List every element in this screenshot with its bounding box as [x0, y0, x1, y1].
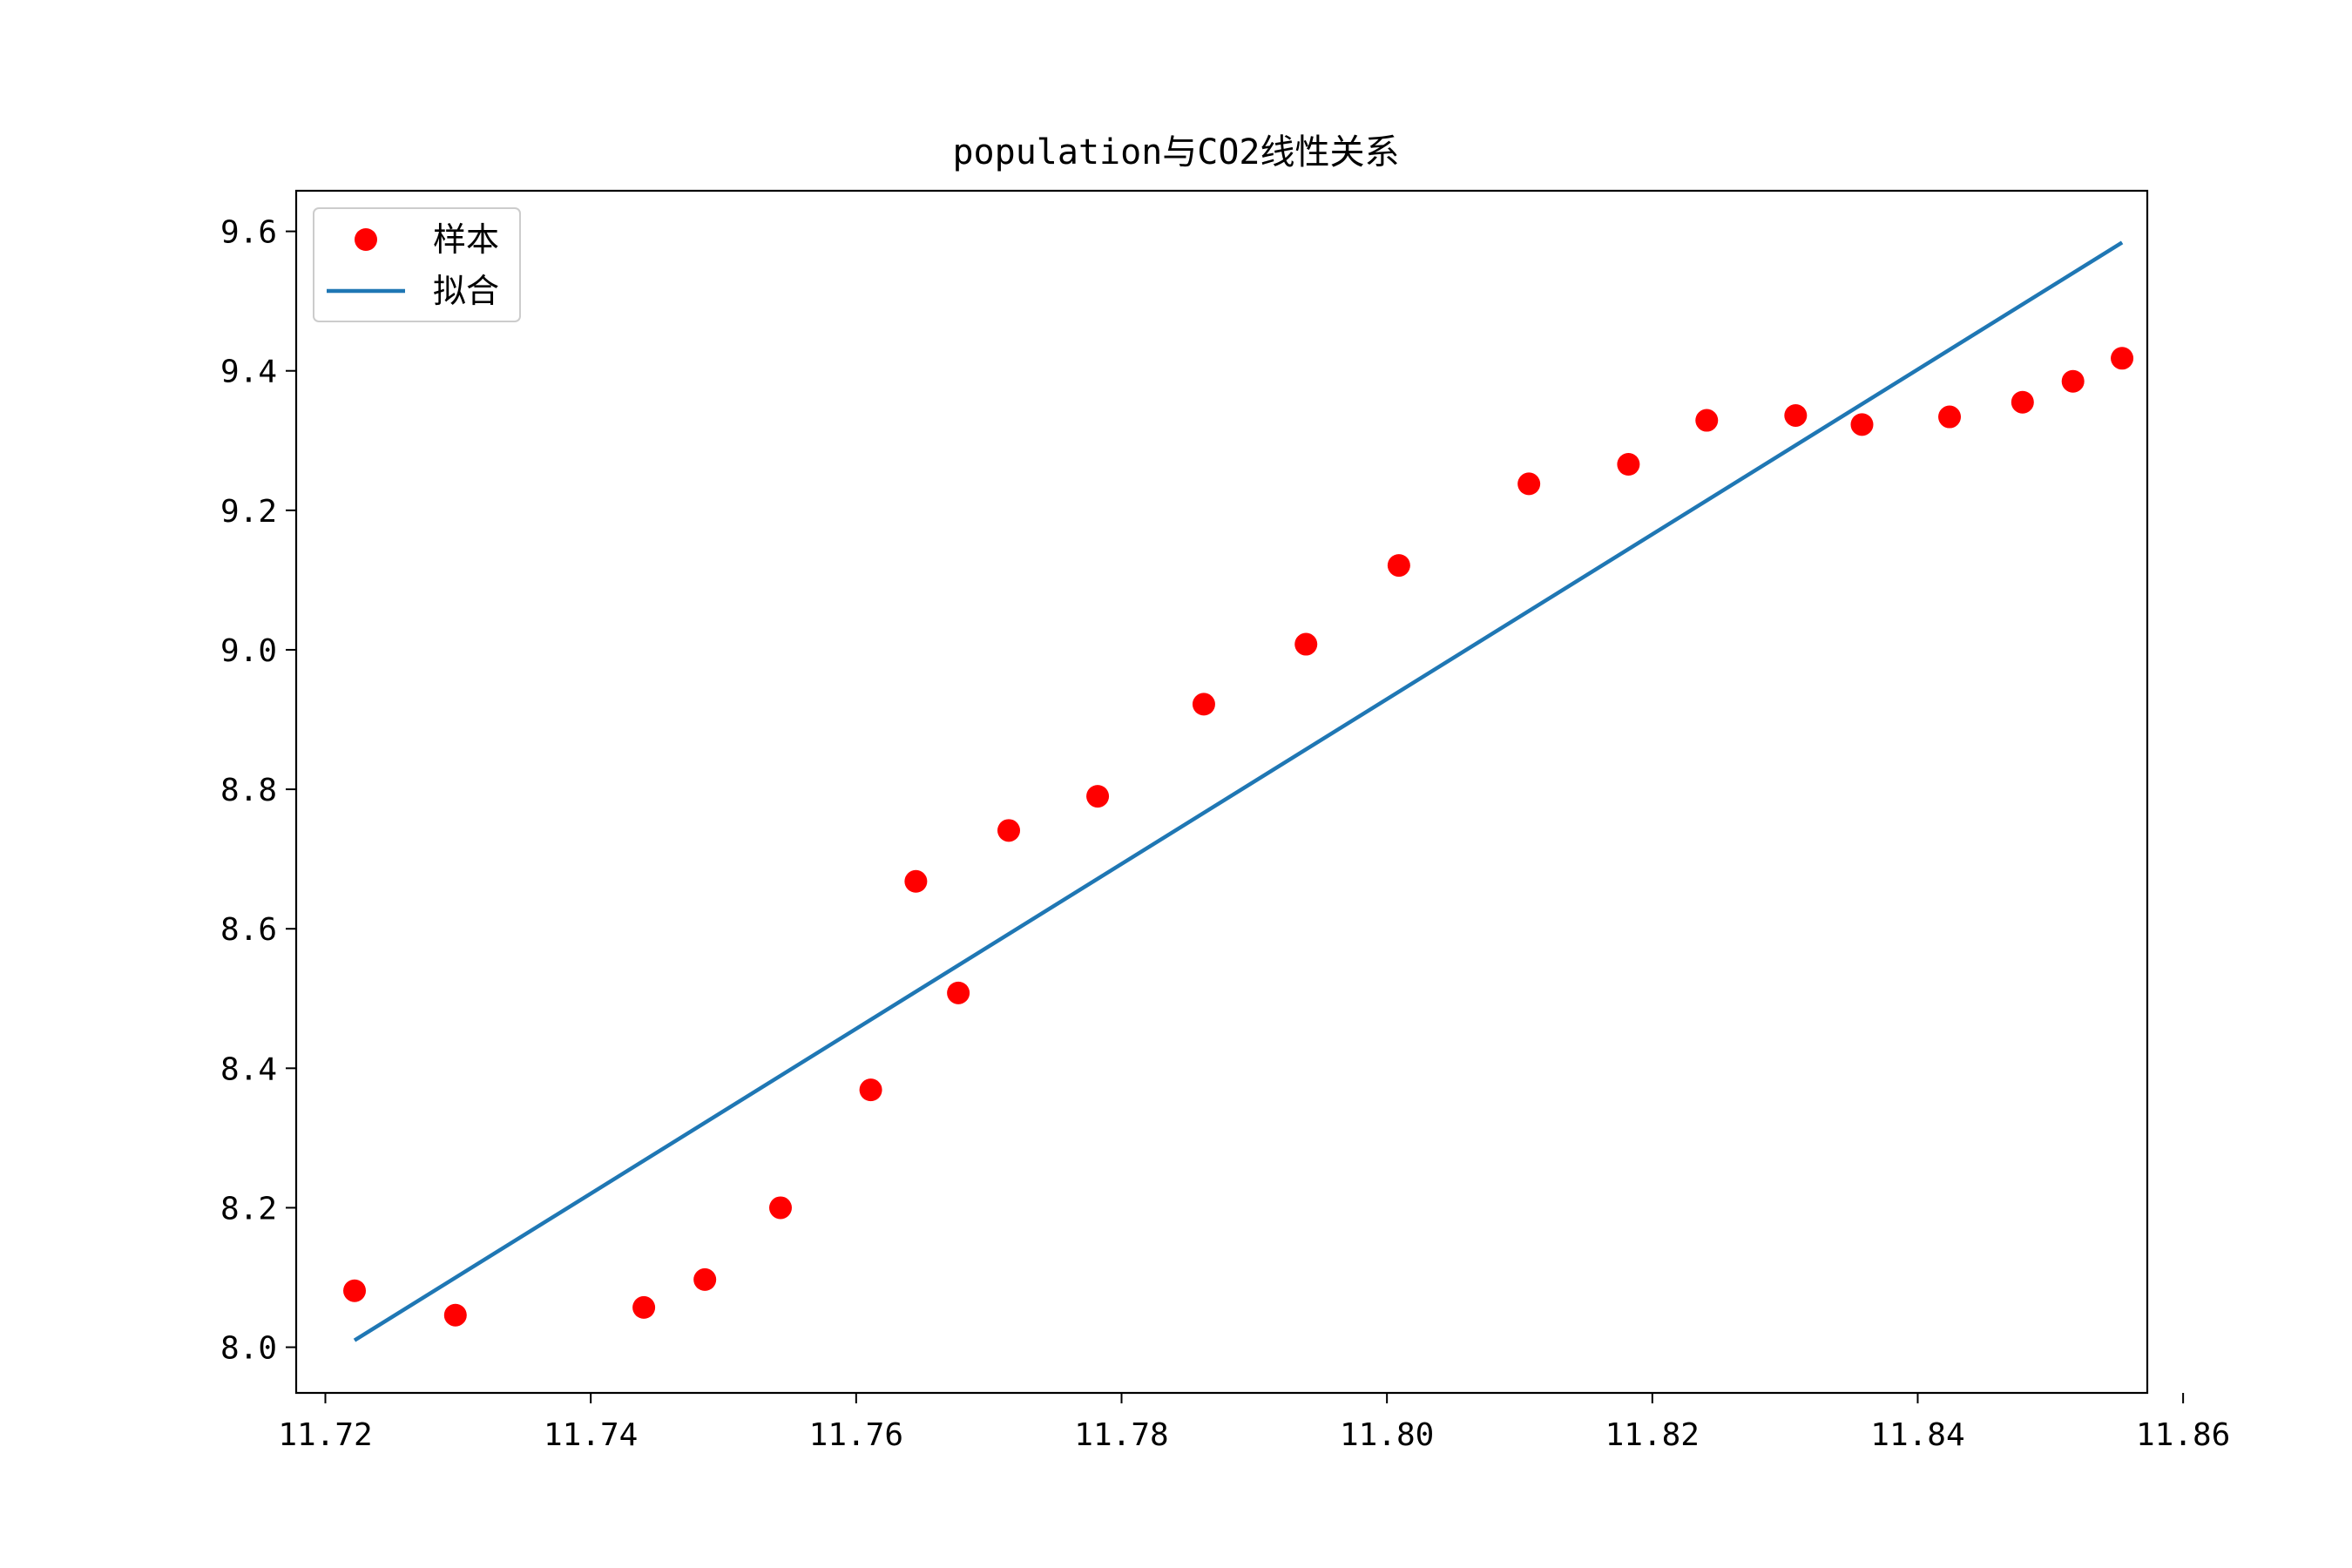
sample-point: [1294, 632, 1318, 656]
y-tick-label: 8.8: [220, 773, 277, 808]
sample-point: [1387, 554, 1410, 578]
sample-point: [343, 1279, 367, 1302]
sample-point: [1517, 472, 1541, 496]
x-tick-label: 11.82: [1605, 1417, 1700, 1453]
sample-point: [632, 1295, 656, 1319]
y-tick-label: 9.0: [220, 633, 277, 669]
plot-frame: [294, 189, 2149, 1395]
x-tick-label: 11.80: [1340, 1417, 1434, 1453]
plot-area: [294, 189, 2149, 1395]
x-tick-label: 11.72: [278, 1417, 372, 1453]
sample-point: [904, 869, 928, 893]
sample-point: [1192, 693, 1215, 716]
sample-point: [1850, 413, 1874, 436]
sample-point: [859, 1078, 882, 1102]
sample-point: [997, 819, 1021, 842]
sample-point: [2111, 347, 2134, 370]
y-tick-label: 9.2: [220, 494, 277, 530]
plot-background: [296, 191, 2147, 1393]
x-tick-label: 11.78: [1074, 1417, 1168, 1453]
series-layer: [343, 240, 2134, 1342]
sample-point: [769, 1196, 793, 1220]
sample-point: [947, 981, 970, 1004]
sample-point: [443, 1303, 467, 1327]
x-tick-label: 11.76: [809, 1417, 903, 1453]
y-tick-label: 8.6: [220, 912, 277, 948]
x-tick-label: 11.74: [544, 1417, 638, 1453]
x-tick-label: 11.86: [2136, 1417, 2230, 1453]
chart-title: population与CO2线性关系: [952, 132, 1399, 172]
sample-point: [1938, 405, 1962, 429]
sample-point: [1617, 452, 1640, 476]
fit-line: [353, 240, 2124, 1342]
y-axis: 8.0 8.2 8.4 8.6 8.8 9.0 9.2 9.4 9.6: [220, 215, 296, 1367]
legend-marker-sample: [355, 228, 377, 251]
x-tick-label: 11.84: [1870, 1417, 1964, 1453]
legend-label: 拟合: [433, 272, 499, 310]
sample-point: [1695, 409, 1719, 432]
sample-point: [693, 1267, 717, 1291]
y-tick-label: 8.2: [220, 1191, 277, 1227]
sample-point: [2011, 390, 2034, 414]
sample-point: [2061, 369, 2085, 393]
legend-label: 样本: [433, 220, 499, 259]
x-axis: 11.72 11.74 11.76 11.78 11.80 11.82 11.84 11.86: [278, 1393, 2230, 1453]
y-tick-label: 8.0: [220, 1331, 277, 1367]
y-tick-label: 9.4: [220, 355, 277, 390]
y-tick-label: 9.6: [220, 215, 277, 251]
sample-point: [1086, 785, 1110, 808]
y-tick-label: 8.4: [220, 1051, 277, 1087]
sample-point: [1784, 403, 1808, 427]
